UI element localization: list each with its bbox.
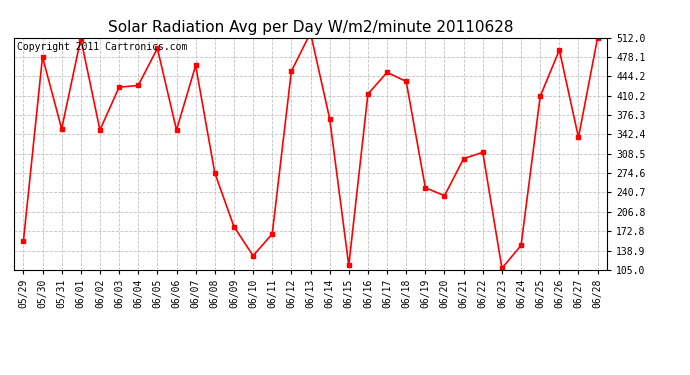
Text: Copyright 2011 Cartronics.com: Copyright 2011 Cartronics.com [17,42,187,52]
Title: Solar Radiation Avg per Day W/m2/minute 20110628: Solar Radiation Avg per Day W/m2/minute … [108,20,513,35]
